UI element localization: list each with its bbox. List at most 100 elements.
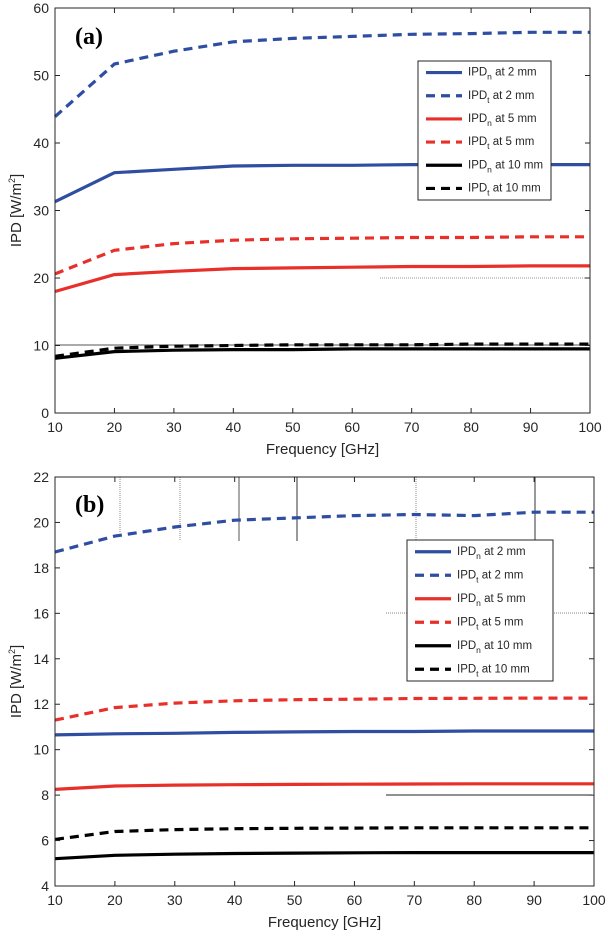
legend-tail: at 10 mm	[481, 640, 532, 652]
series-line-5	[54, 826, 594, 841]
legend-tail: at 2 mm	[492, 67, 537, 79]
y-tick-label: 0	[41, 405, 49, 421]
legend-sub: n	[487, 164, 492, 174]
legend-sub: t	[476, 574, 479, 584]
legend-tail: at 10 mm	[492, 159, 543, 171]
y-tick-label: 10	[33, 742, 49, 758]
y-axis-label: IPD [W/m2]	[7, 174, 25, 247]
series-line-2	[54, 782, 594, 791]
legend-tail: at 5 mm	[479, 616, 524, 628]
y-tick-label: 50	[33, 68, 49, 84]
legend-entry-5: IPDt at 10 mm	[468, 182, 541, 197]
x-tick-label: 80	[463, 419, 479, 435]
legend-main: IPD	[457, 546, 476, 558]
legend-tail: at 2 mm	[481, 546, 526, 558]
legend-entry-0: IPDn at 2 mm	[468, 67, 537, 82]
y-label-sup: 2	[7, 649, 17, 654]
legend-entry-2: IPDn at 5 mm	[457, 593, 526, 608]
legend-entry-3: IPDt at 5 mm	[457, 616, 523, 631]
legend-main: IPD	[457, 616, 476, 628]
y-axis-label: IPD [W/m2]	[7, 645, 25, 718]
series-line-3	[54, 235, 590, 276]
y-tick-label: 8	[41, 787, 49, 803]
legend-sub: t	[487, 95, 490, 105]
x-tick-label: 50	[287, 892, 303, 908]
legend-tail: at 5 mm	[490, 136, 535, 148]
y-tick-label: 30	[33, 203, 49, 219]
y-tick-label: 16	[33, 605, 49, 621]
chart-panel-a: 10 20 30 40 50 60 70 80 90 1000102030405060Freque…	[7, 0, 602, 458]
y-tick-label: 18	[33, 560, 49, 576]
legend-entry-2: IPDn at 5 mm	[468, 113, 537, 128]
x-tick-label: 80	[466, 892, 482, 908]
legend-main: IPD	[468, 90, 487, 102]
legend-entry-4: IPDn at 10 mm	[468, 159, 543, 174]
legend-tail: at 2 mm	[490, 90, 535, 102]
legend-main: IPD	[468, 113, 487, 125]
series-line-1	[54, 510, 594, 554]
y-label-sup: 2	[7, 178, 17, 183]
y-tick-label: 20	[33, 270, 49, 286]
series-line-3	[54, 696, 594, 722]
legend-main: IPD	[457, 569, 476, 581]
x-tick-label: 40	[227, 892, 243, 908]
x-tick-label: 30	[167, 892, 183, 908]
legend-sub: t	[487, 187, 490, 197]
y-tick-label: 60	[33, 0, 49, 16]
legend-tail: at 10 mm	[490, 182, 541, 194]
y-label-end: ]	[8, 174, 25, 178]
legend-main: IPD	[457, 640, 476, 652]
x-tick-label: 50	[285, 419, 301, 435]
y-tick-label: 20	[33, 514, 49, 530]
y-tick-label: 10	[33, 338, 49, 354]
series-line-1	[53, 30, 590, 118]
legend-main: IPD	[457, 593, 476, 605]
legend-sub: n	[476, 598, 481, 608]
legend-sub: n	[476, 551, 481, 561]
legend-entry-3: IPDt at 5 mm	[468, 136, 534, 151]
legend-sub: t	[476, 621, 479, 631]
x-tick-label: 20	[107, 419, 123, 435]
y-tick-label: 4	[41, 878, 49, 894]
legend-main: IPD	[468, 182, 487, 194]
legend-sub: n	[476, 645, 481, 655]
legend-box	[417, 60, 552, 201]
legend-box	[406, 539, 554, 682]
legend-entry-5: IPDt at 10 mm	[457, 663, 530, 678]
legend-sub: t	[476, 668, 479, 678]
x-tick-label: 100	[578, 419, 602, 435]
x-tick-label: 90	[526, 892, 542, 908]
legend-entry-4: IPDn at 10 mm	[457, 640, 532, 655]
legend-tail: at 5 mm	[481, 593, 526, 605]
x-axis-label: Frequency [GHz]	[268, 914, 381, 931]
x-tick-label: 30	[166, 419, 182, 435]
y-tick-label: 22	[33, 469, 49, 485]
legend-entry-1: IPDt at 2 mm	[468, 90, 534, 105]
y-tick-label: 6	[41, 833, 49, 849]
x-tick-label: 70	[404, 419, 420, 435]
legend-sub: n	[487, 72, 492, 82]
series-line-4	[54, 347, 590, 360]
x-tick-label: 70	[407, 892, 423, 908]
x-tick-label: 60	[347, 892, 363, 908]
x-tick-label: 20	[107, 892, 123, 908]
x-tick-label: 90	[523, 419, 539, 435]
y-tick-label: 14	[33, 651, 49, 667]
y-label-main: IPD [W/m	[8, 654, 25, 718]
legend-sub: n	[487, 118, 492, 128]
legend-entry-1: IPDt at 2 mm	[457, 569, 523, 584]
series-line-0	[54, 729, 594, 737]
legend-entry-0: IPDn at 2 mm	[457, 546, 526, 561]
panel-tag: (b)	[75, 492, 104, 518]
y-tick-label: 40	[33, 135, 49, 151]
legend-main: IPD	[468, 159, 487, 171]
legend-tail: at 5 mm	[492, 113, 537, 125]
y-tick-label: 12	[33, 696, 49, 712]
x-tick-label: 10	[47, 419, 63, 435]
series-line-4	[54, 850, 594, 861]
x-tick-label: 60	[344, 419, 360, 435]
x-tick-label: 40	[226, 419, 242, 435]
y-label-main: IPD [W/m	[8, 183, 25, 247]
